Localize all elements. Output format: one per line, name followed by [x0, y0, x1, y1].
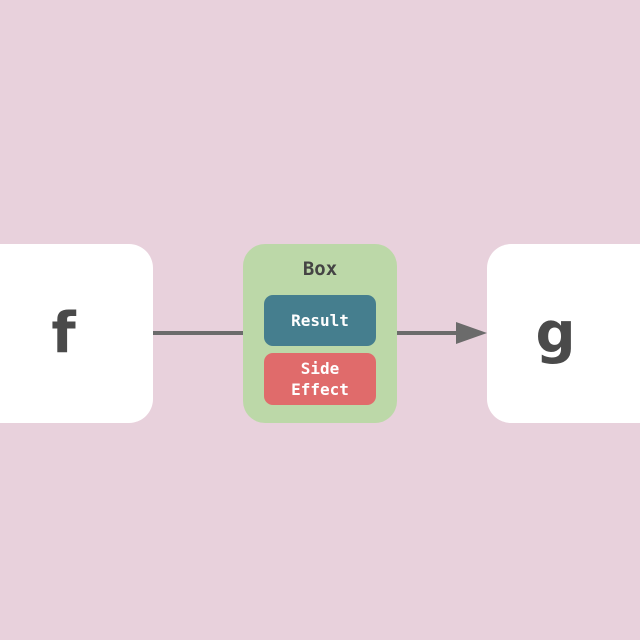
connector-box-to-g: [397, 331, 459, 335]
function-g-label: g: [535, 300, 576, 366]
function-f-label: f: [51, 300, 76, 366]
function-g-node: g: [487, 244, 640, 423]
result-block: Result: [264, 295, 376, 346]
box-container: Box Result Side Effect: [243, 244, 397, 423]
function-f-node: f: [0, 244, 153, 423]
box-title: Box: [302, 258, 338, 280]
result-label: Result: [291, 311, 349, 330]
side-effect-label-line2: Effect: [291, 380, 349, 399]
side-effect-label-line1: Side: [300, 359, 340, 378]
side-effect-block: Side Effect: [264, 353, 376, 405]
connector-f-to-box: [153, 331, 243, 335]
arrow-head-icon: [456, 322, 487, 344]
